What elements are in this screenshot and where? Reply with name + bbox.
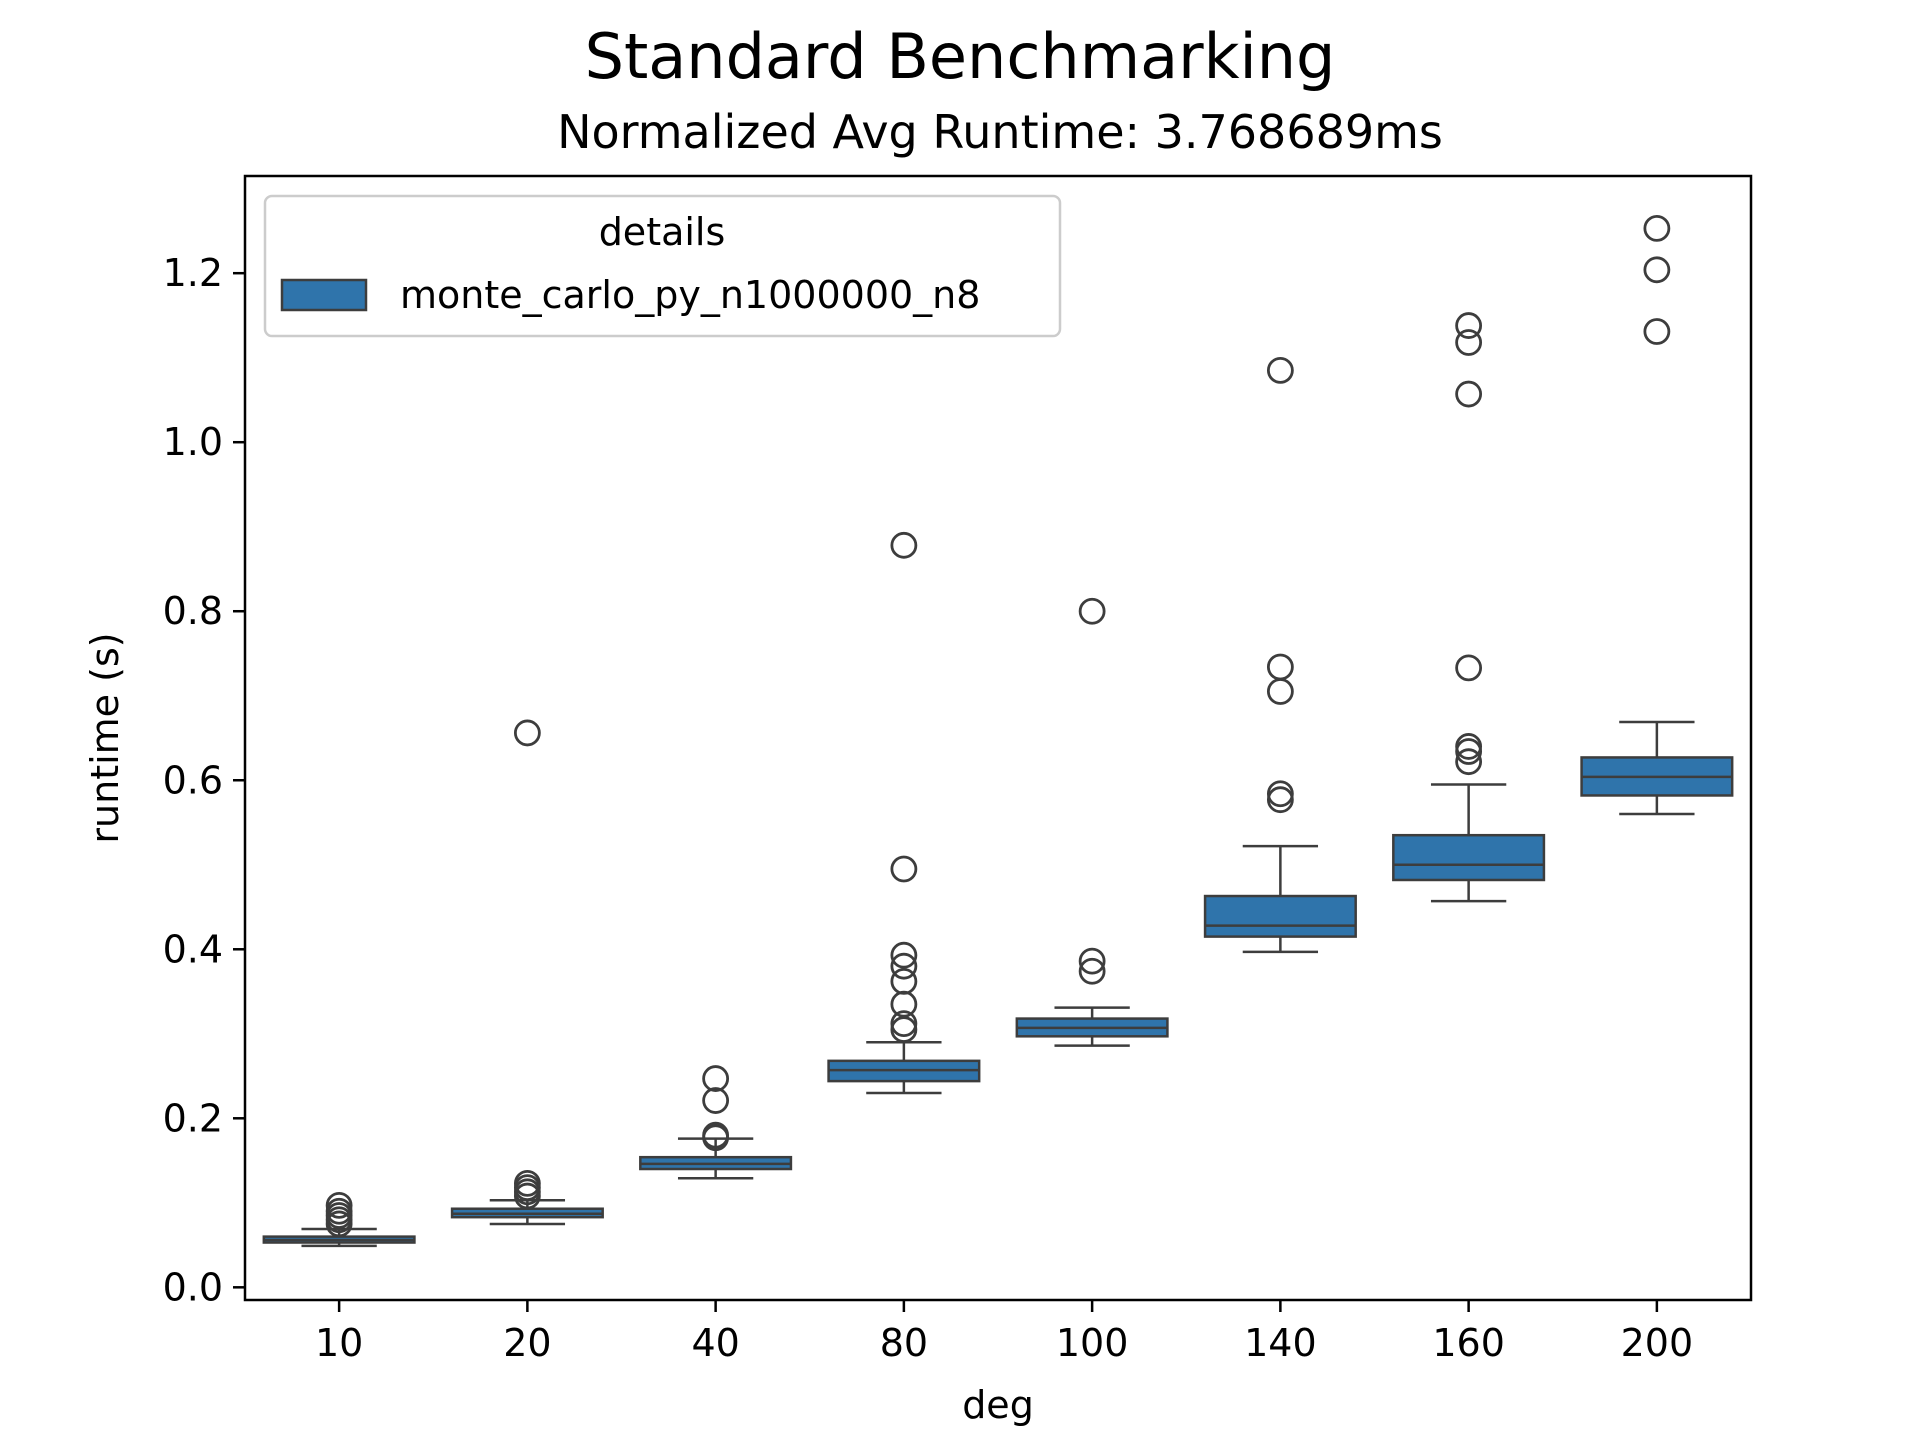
- legend-frame: [263, 194, 1062, 338]
- outlier-point: [1078, 597, 1106, 625]
- chart-title: Standard Benchmarking: [584, 20, 1336, 93]
- outlier-point: [1643, 318, 1671, 345]
- box-group: [262, 1191, 416, 1248]
- x-tick-label: 40: [691, 1321, 739, 1365]
- outlier-point: [325, 1191, 353, 1219]
- outlier-point: [1455, 380, 1483, 408]
- x-tick-label: 100: [1056, 1321, 1129, 1365]
- x-tick-label: 160: [1432, 1321, 1505, 1365]
- x-tick-label: 80: [880, 1321, 928, 1365]
- y-tick-label: 0.4: [163, 927, 223, 971]
- legend-series-label: monte_carlo_py_n1000000_n8: [400, 273, 980, 317]
- box-group: [1015, 597, 1169, 1047]
- boxes-layer: [262, 214, 1734, 1248]
- outlier-point: [1455, 654, 1483, 682]
- box-group: [639, 1065, 793, 1180]
- outlier-point: [1455, 733, 1483, 760]
- legend-swatch: [280, 278, 368, 312]
- y-tick-label: 0.2: [163, 1096, 223, 1140]
- outlier-point: [1078, 957, 1106, 985]
- plot-frame: [243, 174, 1753, 1302]
- outlier-point: [1078, 947, 1106, 975]
- y-tick-label: 0.0: [163, 1265, 223, 1309]
- outlier-point: [890, 1010, 918, 1038]
- y-tick-label: 0.6: [163, 758, 223, 802]
- x-tick-label: 20: [503, 1321, 551, 1365]
- outlier-point: [890, 855, 918, 883]
- outlier-point: [1455, 312, 1483, 339]
- outlier-point: [890, 952, 918, 980]
- box-group: [827, 531, 981, 1095]
- outlier-point: [1643, 214, 1671, 242]
- outlier-point: [1266, 356, 1294, 384]
- outlier-point: [1266, 780, 1294, 808]
- outlier-point: [890, 941, 918, 969]
- x-tick-label: 140: [1244, 1321, 1317, 1365]
- y-tick-label: 0.8: [163, 589, 223, 633]
- legend: details monte_carlo_py_n1000000_n8: [263, 194, 1062, 338]
- outlier-point: [702, 1087, 730, 1114]
- outlier-point: [1266, 653, 1294, 681]
- y-tick-label: 1.2: [163, 251, 223, 295]
- outlier-point: [1455, 748, 1483, 776]
- outlier-point: [1266, 678, 1294, 705]
- outlier-point: [1266, 786, 1294, 814]
- outlier-point: [513, 719, 541, 747]
- box-iqr: [1203, 894, 1357, 938]
- outlier-point: [702, 1121, 730, 1149]
- x-tick-label: 200: [1621, 1321, 1694, 1365]
- y-tick-label: 1.0: [163, 420, 223, 464]
- chart-subtitle: Normalized Avg Runtime: 3.768689ms: [557, 105, 1443, 159]
- outlier-point: [1455, 329, 1483, 356]
- y-axis-label: runtime (s): [83, 632, 127, 843]
- outlier-point: [1643, 256, 1671, 284]
- x-tick-label: 10: [315, 1321, 363, 1365]
- x-axis-label: deg: [962, 1383, 1034, 1427]
- box-group: [1203, 356, 1357, 954]
- legend-title: details: [599, 210, 726, 254]
- outlier-point: [890, 1016, 918, 1043]
- outlier-point: [702, 1065, 730, 1092]
- x-axis: 10 20 40 80 100 140 160 200: [315, 1300, 1693, 1365]
- box-iqr: [1392, 833, 1546, 882]
- box-group: [1580, 214, 1734, 816]
- box-group: [450, 719, 604, 1226]
- outlier-point: [890, 967, 918, 995]
- y-axis: 0.0 0.2 0.4 0.6 0.8 1.0 1.2: [163, 251, 245, 1309]
- outlier-point: [513, 1169, 541, 1197]
- outlier-point: [890, 531, 918, 559]
- box-group: [1392, 312, 1546, 903]
